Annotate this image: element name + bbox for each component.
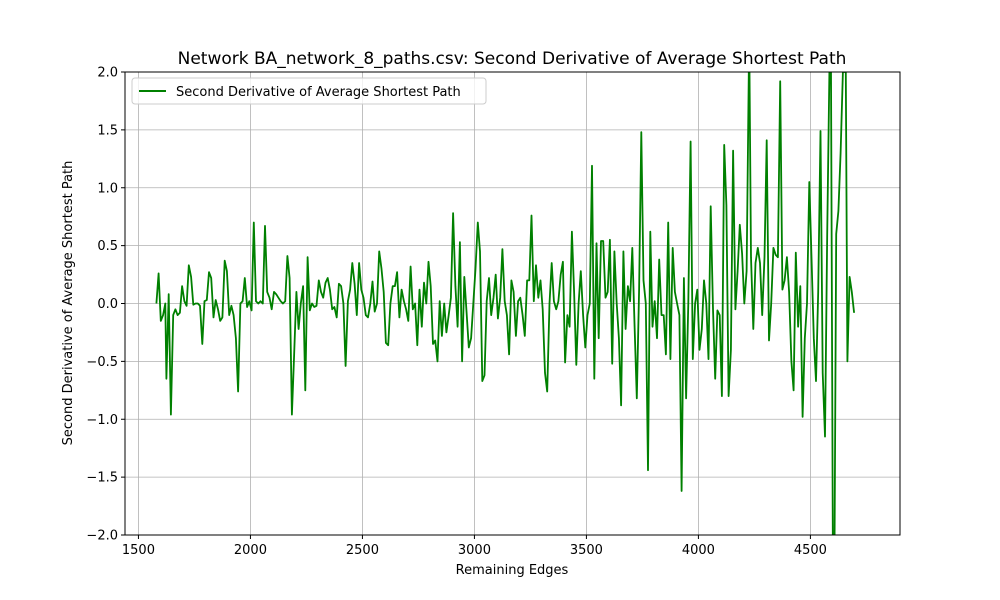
y-axis-ticks: −2.0 −1.5 −1.0 −0.5 0.0 0.5 1.0 1.5 2.0 xyxy=(86,66,125,544)
y-tick-label: −0.5 xyxy=(86,355,118,370)
legend-box xyxy=(131,77,487,105)
y-axis-label: Second Derivative of Average Shortest Pa… xyxy=(61,161,76,446)
y-tick-label: −1.5 xyxy=(86,471,118,486)
legend-label: Second Derivative of Average Shortest Pa… xyxy=(176,85,461,100)
x-tick-label: 2500 xyxy=(346,543,379,558)
x-tick-label: 3500 xyxy=(570,543,603,558)
x-tick-label: 4000 xyxy=(682,543,715,558)
x-tick-label: 1500 xyxy=(122,543,155,558)
y-tick-label: 0.5 xyxy=(97,239,118,254)
series-line xyxy=(155,72,855,535)
y-tick-label: −2.0 xyxy=(86,529,118,544)
y-tick-label: −1.0 xyxy=(86,413,118,428)
y-tick-label: 0.0 xyxy=(97,297,118,312)
y-tick-label: 2.0 xyxy=(97,66,118,81)
x-tick-label: 2000 xyxy=(234,543,267,558)
x-tick-label: 4500 xyxy=(794,543,827,558)
x-axis-ticks: 1500 2000 2500 3000 3500 4000 4500 xyxy=(122,535,827,558)
x-axis-label: Remaining Edges xyxy=(456,563,569,578)
y-tick-label: 1.0 xyxy=(97,181,118,196)
x-tick-label: 3000 xyxy=(458,543,491,558)
y-tick-label: 1.5 xyxy=(97,123,118,138)
chart-title: Network BA_network_8_paths.csv: Second D… xyxy=(178,49,847,69)
legend: Second Derivative of Average Shortest Pa… xyxy=(131,77,487,105)
